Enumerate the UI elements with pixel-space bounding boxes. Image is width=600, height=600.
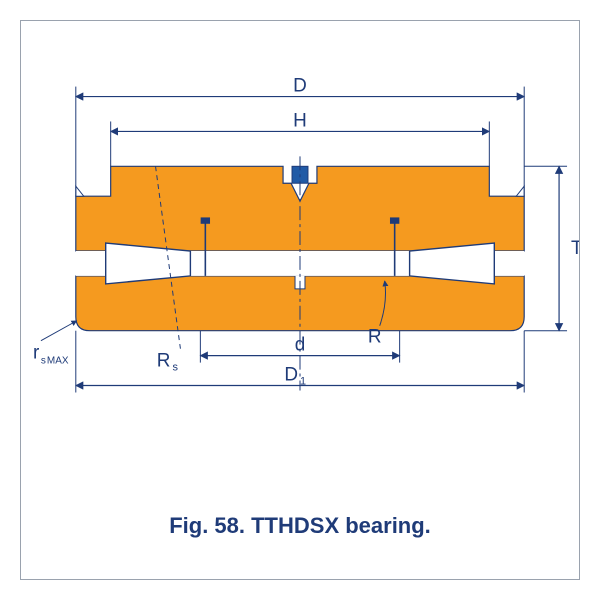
label-D1-sub: 1 [300, 376, 306, 388]
figure-caption: Fig. 58. TTHDSX bearing. [21, 513, 579, 539]
chamfer-left [76, 186, 84, 196]
label-T: T [571, 238, 579, 259]
roller-right [410, 243, 495, 284]
label-rsmax: r s MAX [33, 343, 69, 367]
svg-text:MAX: MAX [47, 356, 69, 367]
label-d: d [295, 335, 306, 356]
cage-pin-right-head [391, 218, 399, 223]
label-R: R [368, 327, 382, 348]
label-D: D [293, 76, 307, 97]
bearing-diagram: D H T d D 1 R s R r s MAX [21, 21, 579, 481]
cage-pin-left-head [201, 218, 209, 223]
chamfer-right [516, 186, 524, 196]
roller-left [106, 243, 191, 284]
dim-T [524, 166, 567, 330]
svg-text:s: s [41, 356, 46, 367]
label-D1: D [284, 365, 298, 386]
svg-text:r: r [33, 343, 39, 364]
rsmax-leader [41, 321, 77, 341]
label-Rs: R [157, 351, 171, 372]
label-Rs-sub: s [172, 362, 178, 374]
diagram-frame: D H T d D 1 R s R r s MAX Fig. 58. TTHDS… [20, 20, 580, 580]
label-H: H [293, 110, 307, 131]
